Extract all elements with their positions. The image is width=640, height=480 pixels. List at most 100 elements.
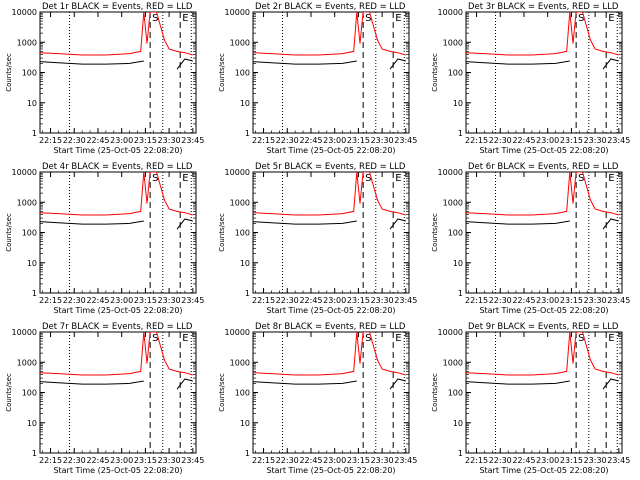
y-tick-label: 1 [32, 449, 37, 458]
y-tick-label: 10 [453, 419, 463, 428]
detector-panel: Det 4r BLACK = Events, RED = LLD 1 10 100 10… [5, 162, 204, 315]
y-tick-label: 10 [240, 419, 250, 428]
y-tick-label: 10000 [225, 168, 250, 177]
x-tick-label: 23:45 [607, 296, 630, 305]
events-series-line [253, 58, 406, 70]
plot-frame [252, 331, 410, 454]
y-tick-label: 1 [458, 129, 463, 138]
x-tick-label: 23:15 [560, 136, 583, 145]
x-tick-label: 23:45 [181, 456, 204, 465]
x-tick-label: 22:30 [276, 296, 299, 305]
y-tick-label: 10000 [438, 328, 463, 337]
marker-label: E [395, 333, 401, 344]
panel-title: Det 7r BLACK = Events, RED = LLD [42, 322, 193, 332]
y-tick-label: 1 [245, 129, 250, 138]
y-axis-label: Counts/sec [431, 373, 439, 412]
x-tick-label: 22:45 [86, 456, 109, 465]
y-tick-label: 10000 [438, 168, 463, 177]
x-tick-label: 22:15 [252, 136, 275, 145]
x-tick-label: 23:30 [371, 136, 394, 145]
lld-series-line [40, 172, 193, 216]
y-axis-label: Counts/sec [5, 53, 13, 92]
y-tick-label: 100 [22, 389, 37, 398]
x-tick-label: 22:15 [465, 296, 488, 305]
panel-title: Det 3r BLACK = Events, RED = LLD [468, 2, 619, 12]
y-axis-label: Counts/sec [431, 53, 439, 92]
detector-panel: Det 6r BLACK = Events, RED = LLD 1 10 100 10… [431, 162, 630, 315]
y-tick-label: 1000 [17, 38, 37, 47]
x-tick-label: 22:45 [299, 456, 322, 465]
lld-series-line [253, 172, 406, 216]
detector-panel: Det 9r BLACK = Events, RED = LLD 1 10 100 10… [431, 322, 630, 475]
x-tick-label: 23:00 [323, 136, 346, 145]
x-axis-label: Start Time (25-Oct-05 22:08:20) [479, 466, 608, 475]
detector-panel: Det 3r BLACK = Events, RED = LLD 1 10 100 10… [431, 2, 630, 155]
marker-label: S [365, 333, 371, 344]
lld-series-line [466, 332, 619, 376]
y-tick-label: 1000 [443, 38, 463, 47]
x-tick-label: 22:15 [39, 136, 62, 145]
x-tick-label: 23:15 [347, 136, 370, 145]
events-series-line [40, 58, 193, 70]
plot-frame [39, 331, 197, 454]
y-tick-label: 10000 [12, 328, 37, 337]
x-tick-label: 23:30 [158, 136, 181, 145]
x-tick-label: 23:15 [134, 296, 157, 305]
y-tick-label: 10 [240, 99, 250, 108]
detector-panel: Det 8r BLACK = Events, RED = LLD 1 10 100 10… [218, 322, 417, 475]
x-tick-label: 23:00 [323, 456, 346, 465]
x-tick-label: 23:30 [584, 456, 607, 465]
x-tick-label: 22:15 [252, 456, 275, 465]
y-tick-label: 1000 [230, 198, 250, 207]
y-tick-label: 100 [235, 229, 250, 238]
x-tick-label: 22:45 [299, 136, 322, 145]
x-tick-label: 22:15 [39, 296, 62, 305]
lld-series-line [466, 172, 619, 216]
panel-title: Det 8r BLACK = Events, RED = LLD [255, 322, 406, 332]
y-tick-label: 1 [245, 449, 250, 458]
panel-title: Det 6r BLACK = Events, RED = LLD [468, 162, 619, 172]
y-tick-label: 1 [245, 289, 250, 298]
plot-frame [252, 171, 410, 294]
detector-panel: Det 2r BLACK = Events, RED = LLD 1 10 100 10… [218, 2, 417, 155]
plot-frame [39, 171, 197, 294]
y-tick-label: 1000 [230, 38, 250, 47]
lld-series-line [253, 332, 406, 376]
y-tick-label: 1000 [17, 358, 37, 367]
x-tick-label: 23:15 [560, 456, 583, 465]
y-tick-label: 100 [235, 69, 250, 78]
x-tick-label: 23:30 [584, 136, 607, 145]
x-tick-label: 22:15 [465, 456, 488, 465]
x-tick-label: 23:00 [323, 296, 346, 305]
x-tick-label: 22:30 [276, 456, 299, 465]
marker-label: S [152, 173, 158, 184]
x-tick-label: 22:30 [489, 296, 512, 305]
x-tick-label: 23:15 [347, 296, 370, 305]
x-axis-label: Start Time (25-Oct-05 22:08:20) [266, 306, 395, 315]
marker-label: S [578, 333, 584, 344]
y-tick-label: 10 [27, 419, 37, 428]
y-axis-label: Counts/sec [431, 213, 439, 252]
x-tick-label: 22:45 [512, 456, 535, 465]
x-tick-label: 23:00 [110, 456, 133, 465]
x-tick-label: 22:45 [512, 296, 535, 305]
events-series-line [40, 378, 193, 390]
events-series-line [466, 378, 619, 390]
x-tick-label: 23:45 [607, 136, 630, 145]
x-axis-label: Start Time (25-Oct-05 22:08:20) [53, 146, 182, 155]
marker-label: S [578, 13, 584, 24]
x-tick-label: 22:15 [39, 456, 62, 465]
x-tick-label: 22:30 [276, 136, 299, 145]
events-series-line [40, 218, 193, 230]
x-tick-label: 23:30 [371, 296, 394, 305]
lld-series-line [40, 332, 193, 376]
y-tick-label: 1000 [443, 198, 463, 207]
y-axis-label: Counts/sec [218, 213, 226, 252]
y-tick-label: 10000 [438, 8, 463, 17]
x-tick-label: 22:30 [63, 456, 86, 465]
y-tick-label: 1000 [443, 358, 463, 367]
plot-frame [465, 171, 623, 294]
marker-label: E [182, 333, 188, 344]
x-axis-label: Start Time (25-Oct-05 22:08:20) [53, 306, 182, 315]
x-tick-label: 22:45 [299, 296, 322, 305]
